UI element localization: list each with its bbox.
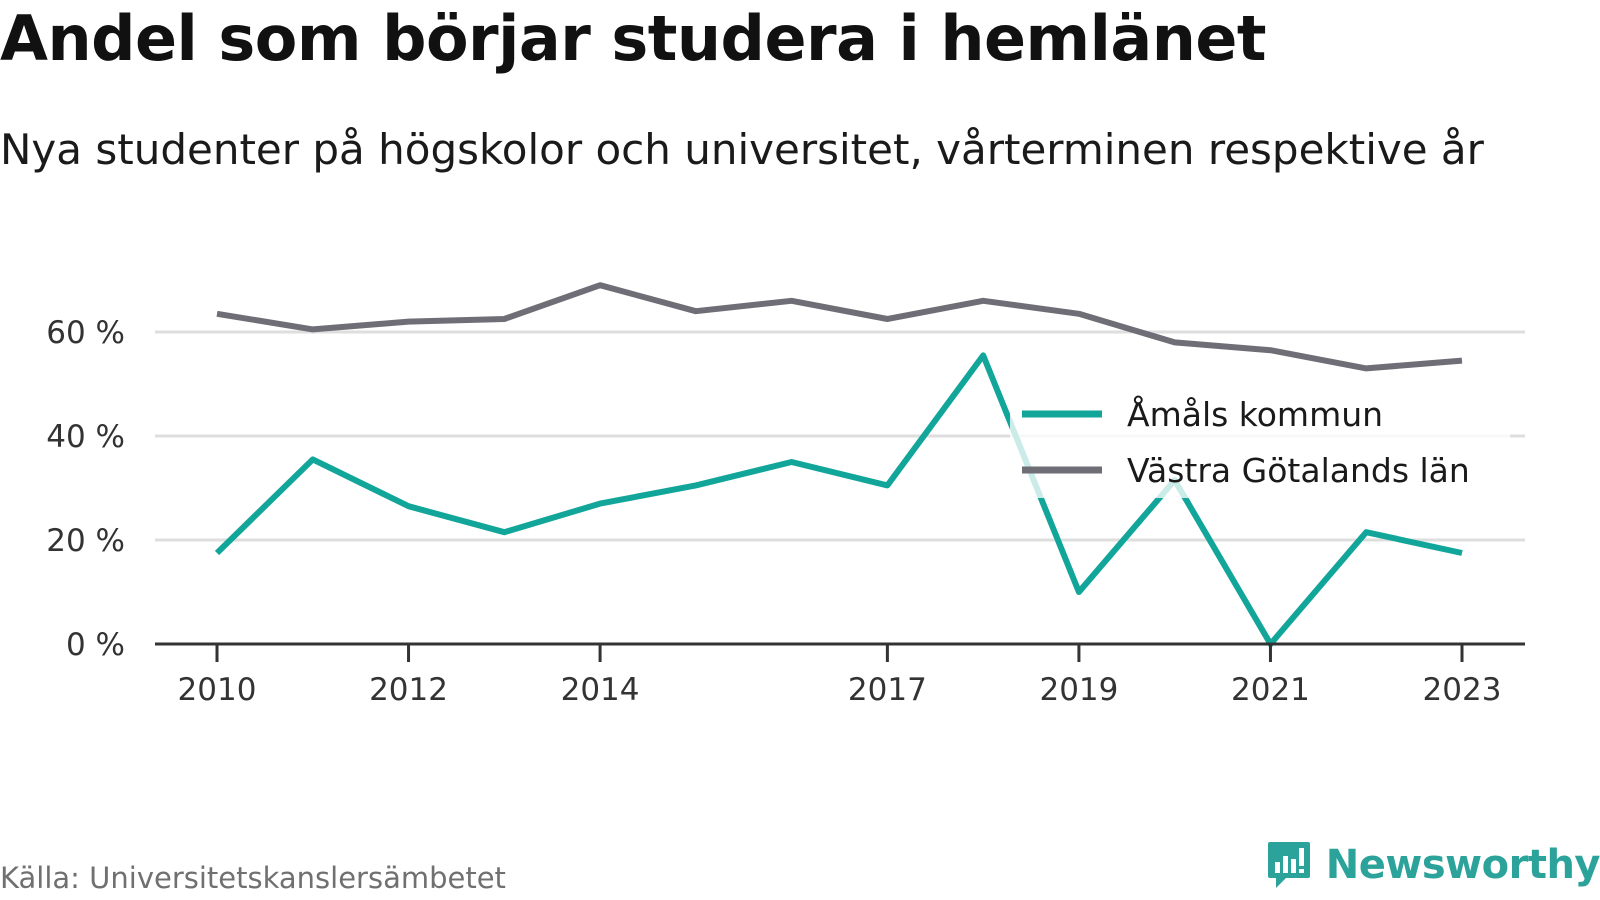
line-amal-kommun [214, 352, 1463, 647]
x-tick-label: 2010 [178, 672, 257, 708]
x-tick-label: 2014 [561, 672, 640, 708]
legend-label-amal: Åmåls kommun [1127, 394, 1383, 434]
y-tick-label: 40 % [46, 419, 125, 455]
source-note: Källa: Universitetskanslersämbetet [0, 861, 506, 895]
newsworthy-logo-icon [1267, 842, 1310, 888]
y-axis-labels: 0 % 20 % 40 % 60 % [46, 315, 125, 663]
brand-name: Newsworthy [1325, 842, 1600, 888]
chart-title: Andel som börjar studera i hemlänet [0, 2, 1267, 75]
legend-label-vg: Västra Götalands län [1127, 451, 1470, 490]
chart-subtitle: Nya studenter på högskolor och universit… [0, 125, 1484, 174]
legend-background [1010, 378, 1510, 498]
y-tick-label: 60 % [46, 315, 125, 351]
x-tick-label: 2023 [1423, 672, 1502, 708]
x-axis-labels: 2010 2012 2014 2017 2019 2021 2023 [178, 672, 1502, 708]
legend: Åmåls kommun Västra Götalands län [1010, 378, 1510, 498]
x-tick-label: 2017 [848, 672, 927, 708]
x-tick-label: 2021 [1231, 672, 1310, 708]
x-tick-label: 2019 [1039, 672, 1118, 708]
y-tick-label: 0 % [66, 627, 125, 663]
series-lines [214, 282, 1463, 647]
x-axis [155, 642, 1525, 662]
brand-logo: Newsworthy [1266, 840, 1600, 890]
y-tick-label: 20 % [46, 523, 125, 559]
x-tick-label: 2012 [369, 672, 448, 708]
line-vastra-gotalands-lan [216, 282, 1463, 372]
